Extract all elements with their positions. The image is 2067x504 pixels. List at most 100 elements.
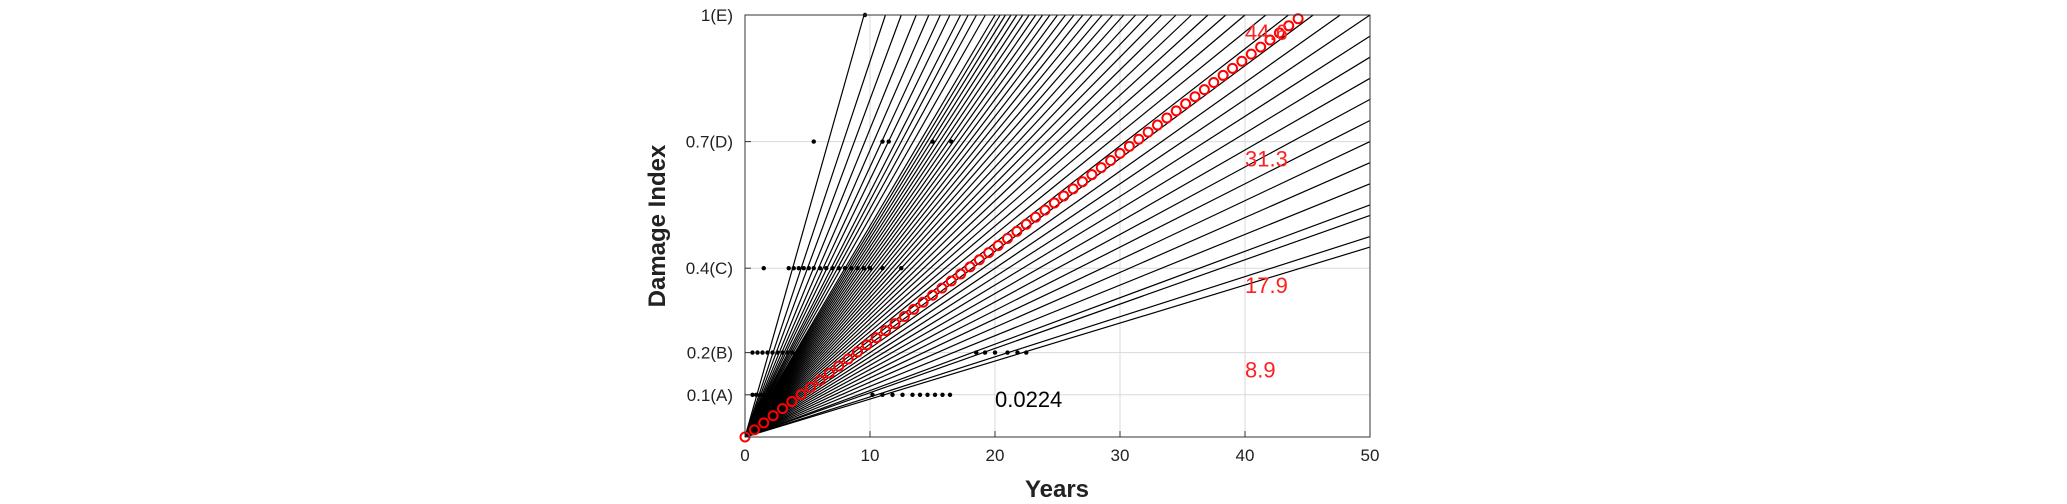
mean-marker <box>1208 77 1220 89</box>
degradation-line <box>744 14 978 438</box>
threshold-point <box>786 266 791 271</box>
mean-marker <box>786 396 798 408</box>
threshold-point <box>861 266 866 271</box>
threshold-point <box>790 350 795 355</box>
threshold-point <box>1015 350 1020 355</box>
threshold-point <box>974 350 979 355</box>
threshold-point <box>769 392 774 397</box>
degradation-line <box>744 14 1012 438</box>
threshold-point <box>761 266 766 271</box>
threshold-point <box>770 350 775 355</box>
threshold-point <box>899 266 904 271</box>
threshold-point <box>900 392 905 397</box>
mean-marker <box>1292 13 1304 25</box>
degradation-line <box>744 14 1018 438</box>
x-tick-label: 50 <box>1361 446 1380 465</box>
degradation-line <box>744 14 996 438</box>
y-tick-label: 0.7(D) <box>686 133 733 152</box>
mean-marker <box>1095 162 1107 174</box>
annotation-label: 17.9 <box>1245 273 1288 298</box>
x-axis-title: Years <box>1025 476 1089 503</box>
threshold-point <box>870 392 875 397</box>
degradation-line <box>744 14 1163 438</box>
mean-marker <box>1058 190 1070 202</box>
mean-marker <box>1198 84 1210 96</box>
threshold-point <box>982 350 988 355</box>
degradation-line <box>744 14 1030 438</box>
mean-marker <box>1152 119 1163 131</box>
degradation-line <box>744 14 1125 438</box>
degradation-line <box>744 14 1246 438</box>
mean-marker <box>1086 169 1098 181</box>
threshold-point <box>811 266 816 271</box>
x-tick-label: 0 <box>740 446 749 465</box>
threshold-point <box>940 392 945 397</box>
y-tick-label: 1(E) <box>701 6 733 25</box>
degradation-line <box>744 141 1371 438</box>
threshold-point <box>867 266 873 271</box>
degradation-line <box>744 214 1371 438</box>
threshold-point <box>757 392 763 397</box>
degradation-line <box>744 77 1371 438</box>
threshold-point <box>775 350 780 355</box>
degradation-line <box>744 14 986 438</box>
degradation-line <box>744 246 1371 438</box>
annotations: 44.6 31.3 17.9 8.9 0.0224 <box>995 20 1288 412</box>
threshold-point <box>796 266 801 271</box>
threshold-point <box>1005 350 1010 355</box>
degradation-line <box>744 14 951 438</box>
threshold-point <box>760 350 765 355</box>
x-axis-ticks: 0 10 20 30 40 50 <box>740 431 1379 465</box>
degradation-line <box>744 14 1084 438</box>
degradation-line <box>744 162 1371 438</box>
threshold-point <box>780 350 785 355</box>
degradation-line <box>744 14 1314 438</box>
threshold-point <box>791 266 796 271</box>
degradation-line <box>744 14 1075 438</box>
mean-marker <box>1077 176 1088 188</box>
mean-marker <box>777 403 788 415</box>
threshold-point <box>761 392 766 397</box>
threshold-point <box>890 392 895 397</box>
threshold-point <box>817 266 823 271</box>
mean-marker <box>889 318 901 330</box>
degradation-line <box>744 14 1371 438</box>
mean-marker <box>823 367 835 379</box>
mean-marker <box>861 339 873 351</box>
threshold-point <box>949 139 954 144</box>
threshold-point <box>785 350 790 355</box>
threshold-points <box>750 12 1029 397</box>
threshold-point <box>824 266 829 271</box>
degradation-line <box>744 183 1371 438</box>
degradation-line <box>744 98 1371 438</box>
mean-marker <box>852 346 863 358</box>
degradation-line <box>744 14 941 438</box>
mean-marker <box>1105 155 1117 167</box>
y-tick-label: 0.2(B) <box>687 344 733 363</box>
degradation-line <box>744 235 1371 438</box>
degradation-line <box>744 56 1371 438</box>
mean-marker <box>973 254 985 266</box>
mean-marker <box>908 303 920 315</box>
threshold-point <box>932 392 938 397</box>
x-tick-label: 20 <box>986 446 1005 465</box>
degradation-line <box>744 14 1267 438</box>
threshold-point <box>930 139 935 144</box>
mean-marker <box>1255 41 1267 53</box>
threshold-point <box>880 392 885 397</box>
degradation-line <box>744 119 1371 438</box>
mean-marker <box>767 410 779 422</box>
mean-marker <box>1011 225 1023 237</box>
degradation-line <box>744 14 930 438</box>
mean-marker <box>1273 27 1285 39</box>
threshold-point <box>811 139 816 144</box>
degradation-line <box>744 14 1093 438</box>
mean-marker <box>1039 204 1051 216</box>
mean-marker <box>1048 197 1060 209</box>
mean-marker <box>814 374 826 386</box>
annotation-label: 0.0224 <box>995 387 1062 412</box>
degradation-line <box>744 14 917 438</box>
mean-marker <box>1002 232 1013 244</box>
mean-series <box>739 13 1304 443</box>
